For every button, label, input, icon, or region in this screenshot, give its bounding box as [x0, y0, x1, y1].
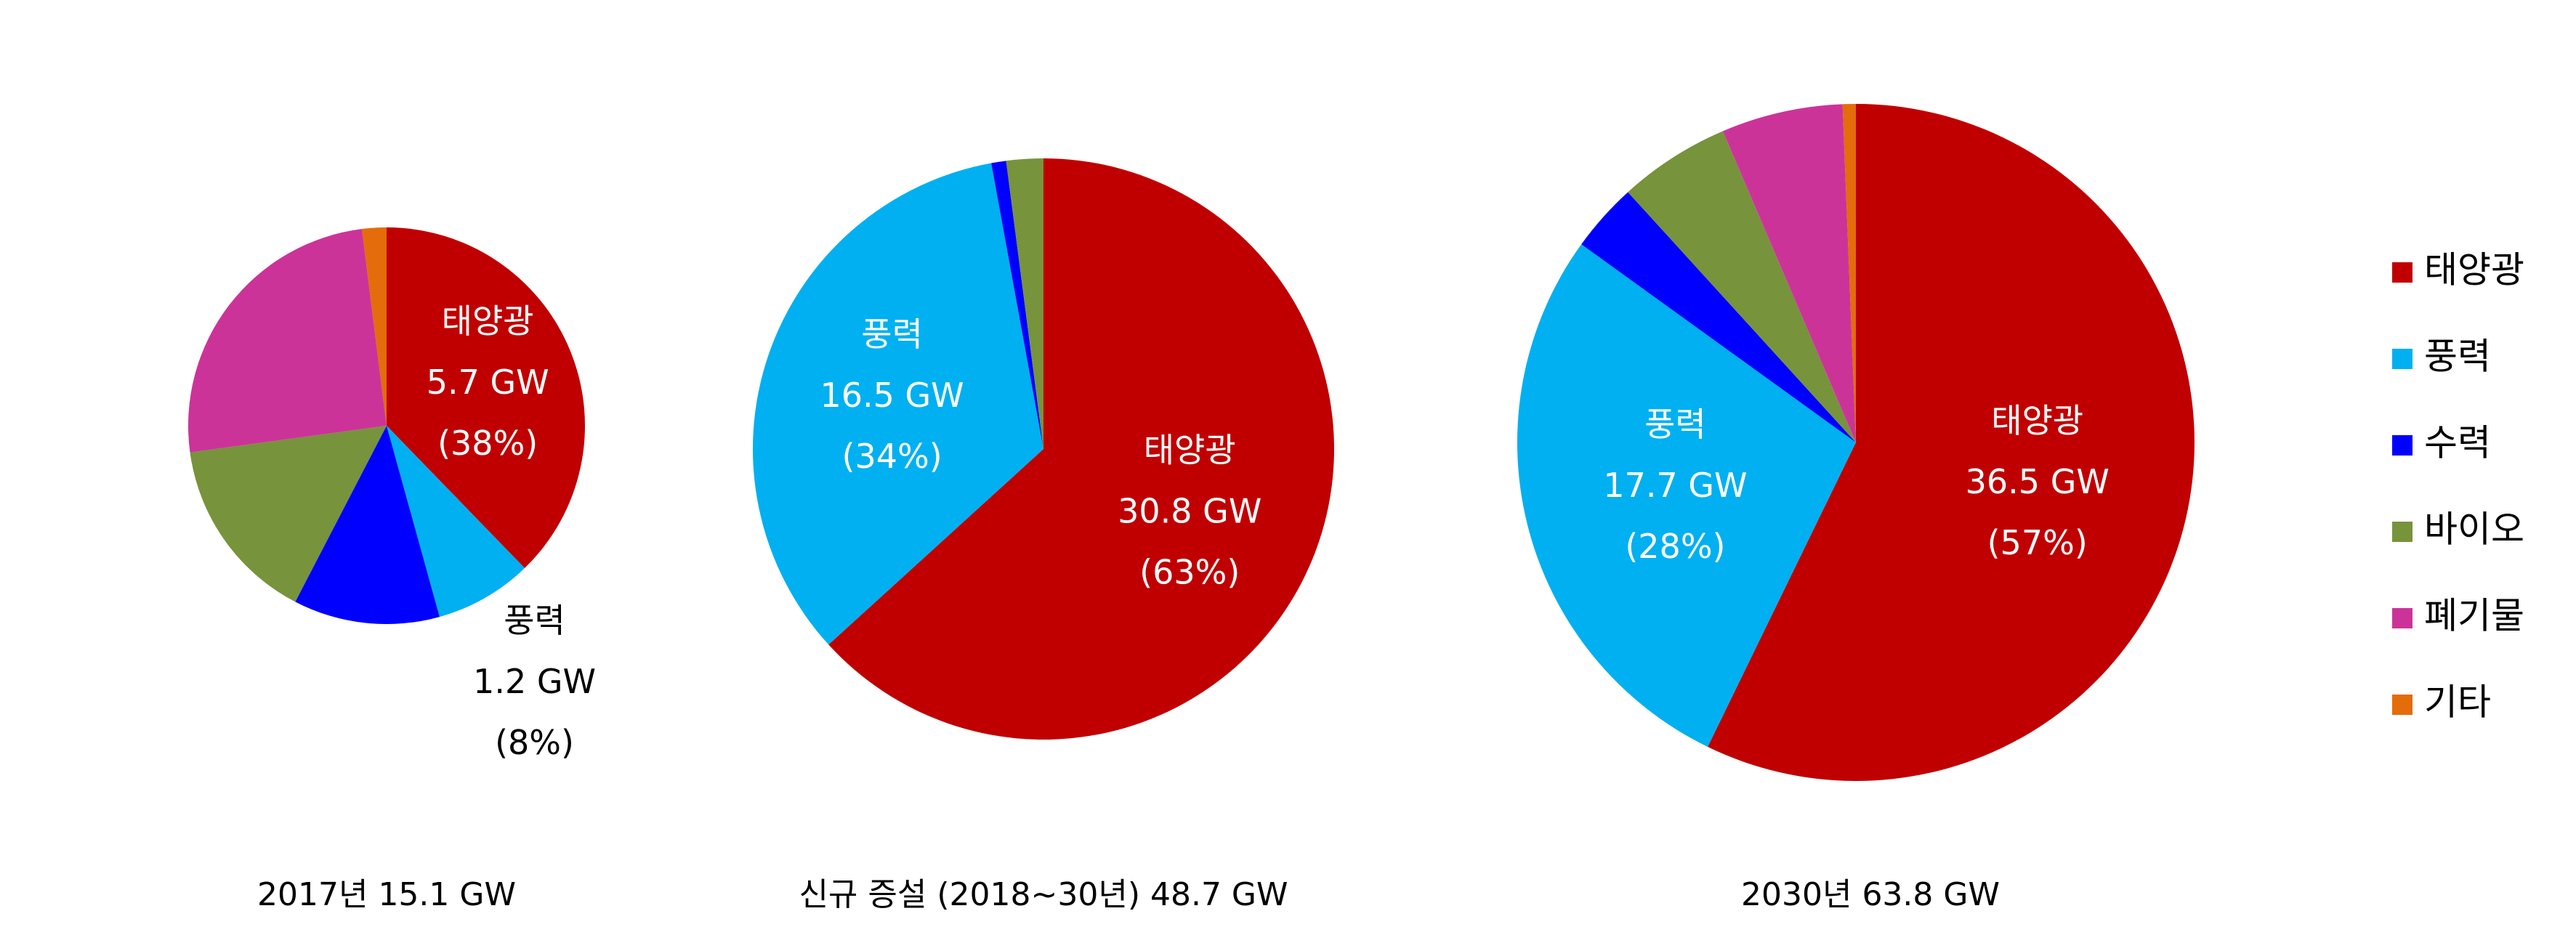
- legend-swatch: [2392, 695, 2413, 715]
- pie-slice: [1708, 104, 2195, 781]
- pie-slice: [828, 158, 1334, 740]
- pie-title: 신규 증설 (2018~30년) 48.7 GW: [799, 876, 1288, 913]
- pie-slice: [190, 426, 387, 602]
- slice-label: 태양광: [442, 301, 534, 341]
- slice-label: (38%): [437, 424, 538, 463]
- slice-label: 풍력: [504, 601, 565, 640]
- slice-label: (57%): [1987, 523, 2088, 562]
- legend-label: 폐기물: [2424, 595, 2524, 637]
- pie-slice: [1842, 104, 1856, 442]
- pie-slice: [1581, 192, 1856, 442]
- legend-label: 풍력: [2424, 336, 2491, 378]
- slice-label: 태양광: [1144, 430, 1236, 469]
- slice-label: 30.8 GW: [1118, 491, 1261, 530]
- legend-label: 기타: [2424, 681, 2491, 724]
- slice-label: 17.7 GW: [1603, 466, 1747, 505]
- slice-label: 36.5 GW: [1966, 462, 2109, 501]
- pie-title: 2030년 63.8 GW: [1741, 876, 2000, 913]
- pie-slice: [387, 227, 585, 569]
- legend-label: 바이오: [2424, 509, 2524, 551]
- legend-swatch: [2392, 262, 2413, 283]
- slice-label: 풍력: [1644, 405, 1706, 444]
- pie-slice: [1006, 158, 1043, 449]
- legend-swatch: [2392, 522, 2413, 542]
- slice-label: 풍력: [861, 315, 923, 354]
- slice-label: (34%): [842, 437, 942, 476]
- legend-swatch: [2392, 608, 2413, 628]
- pie-slice: [362, 227, 387, 426]
- slice-label: (8%): [495, 723, 574, 762]
- pie-slice: [387, 426, 525, 618]
- pie-title: 2017년 15.1 GW: [257, 876, 516, 913]
- pie-slice: [753, 163, 1043, 645]
- pie-slice: [1722, 104, 1856, 443]
- pie-slice: [188, 229, 387, 453]
- pie-slice: [295, 426, 440, 624]
- pie-slice: [991, 161, 1043, 449]
- slice-label: 1.2 GW: [473, 662, 596, 701]
- slice-label: 5.7 GW: [427, 363, 549, 402]
- slice-label: (63%): [1139, 552, 1240, 591]
- pie-slice: [1517, 244, 1856, 747]
- legend-swatch: [2392, 349, 2413, 369]
- pie-slice: [1628, 131, 1856, 442]
- slice-label: 태양광: [1991, 401, 2083, 440]
- legend-swatch: [2392, 435, 2413, 456]
- slice-label: 16.5 GW: [820, 376, 964, 415]
- slice-label: (28%): [1625, 527, 1725, 566]
- legend-label: 태양광: [2424, 249, 2524, 291]
- legend-label: 수력: [2424, 422, 2491, 464]
